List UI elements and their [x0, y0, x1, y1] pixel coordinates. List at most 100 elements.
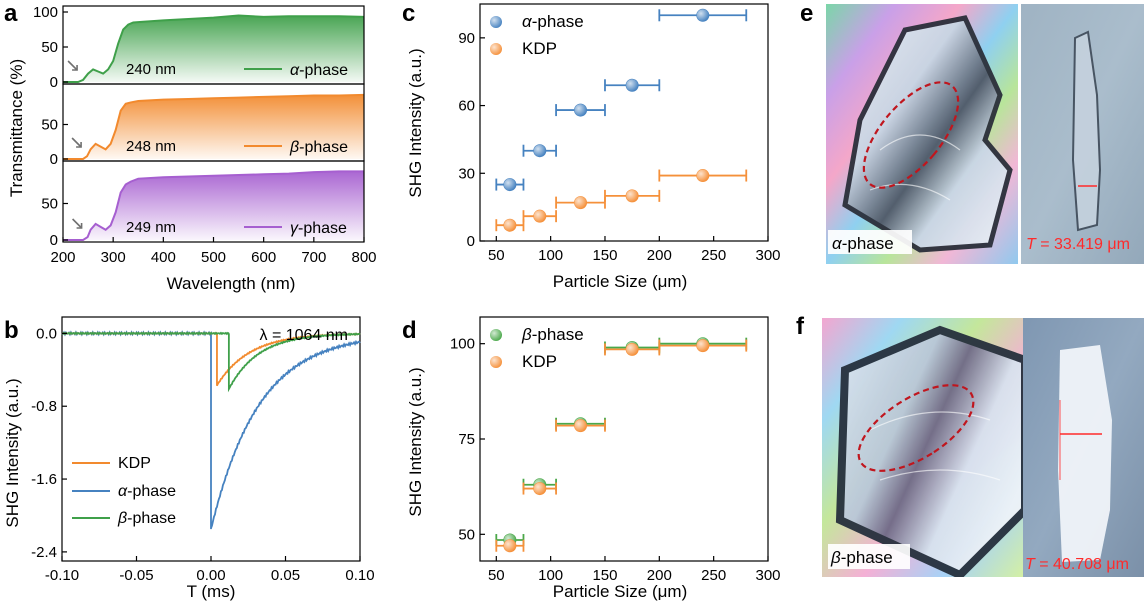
data-point-highlight	[533, 482, 546, 495]
legend-label: β-phase	[117, 510, 176, 527]
alpha-photo-label: α-phase	[832, 234, 894, 253]
panel-a-letter: a	[4, 0, 18, 27]
decay-line	[61, 330, 361, 530]
transmittance-area	[63, 171, 364, 240]
transmittance-line	[63, 93, 365, 160]
x-tick-label: 500	[201, 249, 226, 266]
transmittance-area	[63, 94, 364, 159]
y-tick-label: 90	[458, 30, 475, 47]
beta-crystal-photo	[822, 318, 1023, 577]
cutoff-label: 240 nm	[126, 61, 176, 78]
y-tick-label: 50	[41, 196, 58, 213]
x-tick-label: 0.05	[271, 567, 300, 584]
legend-label: γ-phase	[290, 220, 347, 237]
x-tick-label: 0.00	[196, 567, 225, 584]
alpha-crystal-photo	[826, 4, 1018, 264]
panel-e-alpha-crystal-photos: e α-phase T = 33.419 μm	[800, 0, 1144, 264]
data-point-highlight	[626, 79, 639, 92]
data-point-highlight	[533, 144, 546, 157]
panel-f-beta-crystal-photos: f β-phase T = 40.708 μm	[796, 313, 1144, 577]
x-tick-label: 100	[538, 247, 563, 264]
x-tick-label: -0.10	[45, 567, 79, 584]
cutoff-arrow	[71, 137, 82, 148]
panel-d-xlabel: Particle Size (μm)	[553, 582, 687, 601]
y-tick-label: 100	[33, 4, 58, 21]
transmittance-line	[63, 14, 365, 83]
x-tick-label: 150	[592, 567, 617, 584]
x-tick-label: 50	[488, 247, 505, 264]
cutoff-label: 249 nm	[126, 219, 176, 236]
panel-c-plot: 50 100 150 200 250 300 0 30 60 90 α-phase KDP	[458, 3, 781, 264]
legend-label: β-phase	[289, 139, 348, 156]
transmittance-line	[63, 170, 364, 241]
panel-d-ylabel: SHG Intensity (a.u.)	[406, 367, 425, 516]
panel-d-letter: d	[402, 317, 417, 344]
panel-a-plot: 0 50 100 240 nm α-phase 0 50 248 nm β-phase 0 50 24…	[33, 4, 377, 266]
transmittance-area	[63, 15, 364, 82]
panel-a-ylabel: Transmittance (%)	[7, 59, 26, 197]
y-tick-label: 0	[467, 233, 475, 250]
data-point-highlight	[503, 219, 516, 232]
x-tick-label: 200	[647, 567, 672, 584]
y-tick-label: -2.4	[31, 544, 57, 561]
x-tick-label: 250	[701, 247, 726, 264]
x-tick-label: 600	[251, 249, 276, 266]
panel-b-plot: -0.10 -0.05 0.00 0.05 0.10 0.0 -0.8 -1.6 -2.4 KDP…	[31, 316, 375, 584]
x-tick-label: 700	[301, 249, 326, 266]
x-tick-label: 0.10	[345, 567, 374, 584]
y-tick-label: 0	[50, 151, 58, 168]
panel-d-shg-vs-size: d 50 100 150 200 250 300 50 75 100 β-phase KDP Par…	[402, 316, 781, 601]
legend-label: KDP	[522, 39, 557, 58]
decay-line	[61, 331, 361, 393]
x-tick-label: 300	[755, 567, 780, 584]
y-tick-label: 60	[458, 98, 475, 115]
cutoff-arrowhead	[72, 65, 78, 71]
legend-label: β-phase	[521, 325, 584, 344]
y-tick-label: 0	[50, 74, 58, 91]
panel-e-letter: e	[800, 0, 813, 27]
panel-b-annotation: λ = 1064 nm	[260, 327, 349, 344]
data-point-highlight	[696, 9, 709, 22]
panel-a-xlabel: Wavelength (nm)	[167, 274, 296, 293]
beta-thickness-label: T = 40.708 μm	[1025, 556, 1129, 573]
data-point-highlight	[626, 189, 639, 202]
panel-f-letter: f	[796, 313, 805, 340]
y-tick-label: 30	[458, 165, 475, 182]
y-tick-label: -0.8	[31, 398, 57, 415]
legend-marker-highlight	[490, 16, 502, 28]
legend-marker-highlight	[490, 356, 502, 368]
beta-photo-label: β-phase	[830, 548, 893, 567]
legend-marker-highlight	[490, 43, 502, 55]
panel-d-plot: 50 100 150 200 250 300 50 75 100 β-phase KDP	[450, 316, 781, 584]
plot-frame	[479, 3, 769, 242]
y-tick-label: 50	[458, 526, 475, 543]
x-tick-label: 300	[101, 249, 126, 266]
x-tick-label: 300	[755, 247, 780, 264]
y-tick-label: 50	[41, 39, 58, 56]
data-point-highlight	[696, 339, 709, 352]
x-tick-label: -0.05	[119, 567, 153, 584]
x-tick-label: 100	[538, 567, 563, 584]
data-point-highlight	[626, 343, 639, 356]
legend-label: α-phase	[522, 12, 584, 31]
data-point-highlight	[574, 196, 587, 209]
panel-b-letter: b	[4, 317, 19, 344]
panel-c-shg-vs-size: c 50 100 150 200 250 300 0 30 60 90 α-phase KDP Par…	[402, 0, 781, 291]
y-tick-label: 0	[50, 232, 58, 249]
legend-label: α-phase	[290, 62, 348, 79]
beta-label-box	[828, 544, 910, 569]
dashed-ellipse	[857, 384, 975, 472]
x-tick-label: 200	[50, 249, 75, 266]
data-point-highlight	[503, 178, 516, 191]
y-tick-label: 0.0	[36, 325, 57, 342]
x-tick-label: 250	[701, 567, 726, 584]
legend-label: KDP	[522, 352, 557, 371]
cutoff-arrow	[67, 60, 78, 71]
y-tick-label: 100	[450, 336, 475, 353]
dashed-ellipse	[862, 81, 960, 189]
cutoff-arrowhead	[76, 223, 83, 229]
alpha-thickness-label: T = 33.419 μm	[1026, 236, 1130, 253]
panel-c-xlabel: Particle Size (μm)	[553, 272, 687, 291]
cutoff-arrowhead	[76, 142, 82, 148]
y-tick-label: 75	[458, 431, 475, 448]
